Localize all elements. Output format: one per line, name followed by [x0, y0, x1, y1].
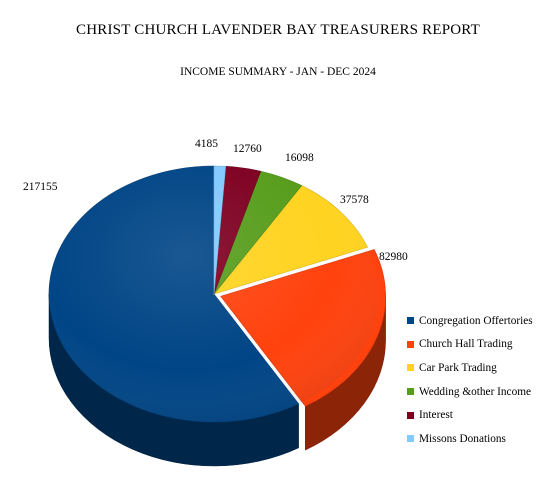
data-label-3: 16098	[285, 152, 314, 164]
pie-top-layer	[48, 165, 386, 423]
pie-sheen	[49, 166, 379, 422]
chart-title: CHRIST CHURCH LAVENDER BAY TREASURERS RE…	[76, 22, 480, 38]
legend-item: Wedding &other Income	[407, 380, 533, 404]
data-label-1: 82980	[379, 251, 408, 263]
chart-subtitle: INCOME SUMMARY - JAN - DEC 2024	[180, 66, 376, 78]
pie-data-labels: 217155 82980 37578 16098 12760 4185	[23, 138, 408, 263]
legend-label: Church Hall Trading	[419, 338, 513, 351]
legend-label: Wedding &other Income	[419, 385, 532, 398]
legend: Congregation Offertories Church Hall Trad…	[407, 309, 533, 451]
legend-swatch	[407, 340, 414, 348]
legend-label: Car Park Trading	[419, 361, 497, 374]
legend-item: Church Hall Trading	[407, 333, 533, 357]
data-label-5: 4185	[195, 138, 218, 150]
legend-label: Missons Donations	[419, 432, 506, 445]
legend-swatch	[407, 435, 414, 443]
legend-label: Congregation Offertories	[419, 314, 533, 327]
legend-item: Missons Donations	[407, 427, 533, 451]
data-label-0: 217155	[23, 181, 58, 193]
legend-item: Congregation Offertories	[407, 309, 533, 333]
legend-swatch	[407, 411, 414, 419]
legend-swatch	[407, 388, 414, 396]
legend-swatch	[407, 364, 414, 372]
legend-item: Interest	[407, 403, 533, 427]
legend-item: Car Park Trading	[407, 356, 533, 380]
data-label-2: 37578	[340, 194, 369, 206]
data-label-4: 12760	[233, 143, 262, 155]
legend-label: Interest	[419, 409, 453, 422]
legend-swatch	[407, 317, 414, 325]
